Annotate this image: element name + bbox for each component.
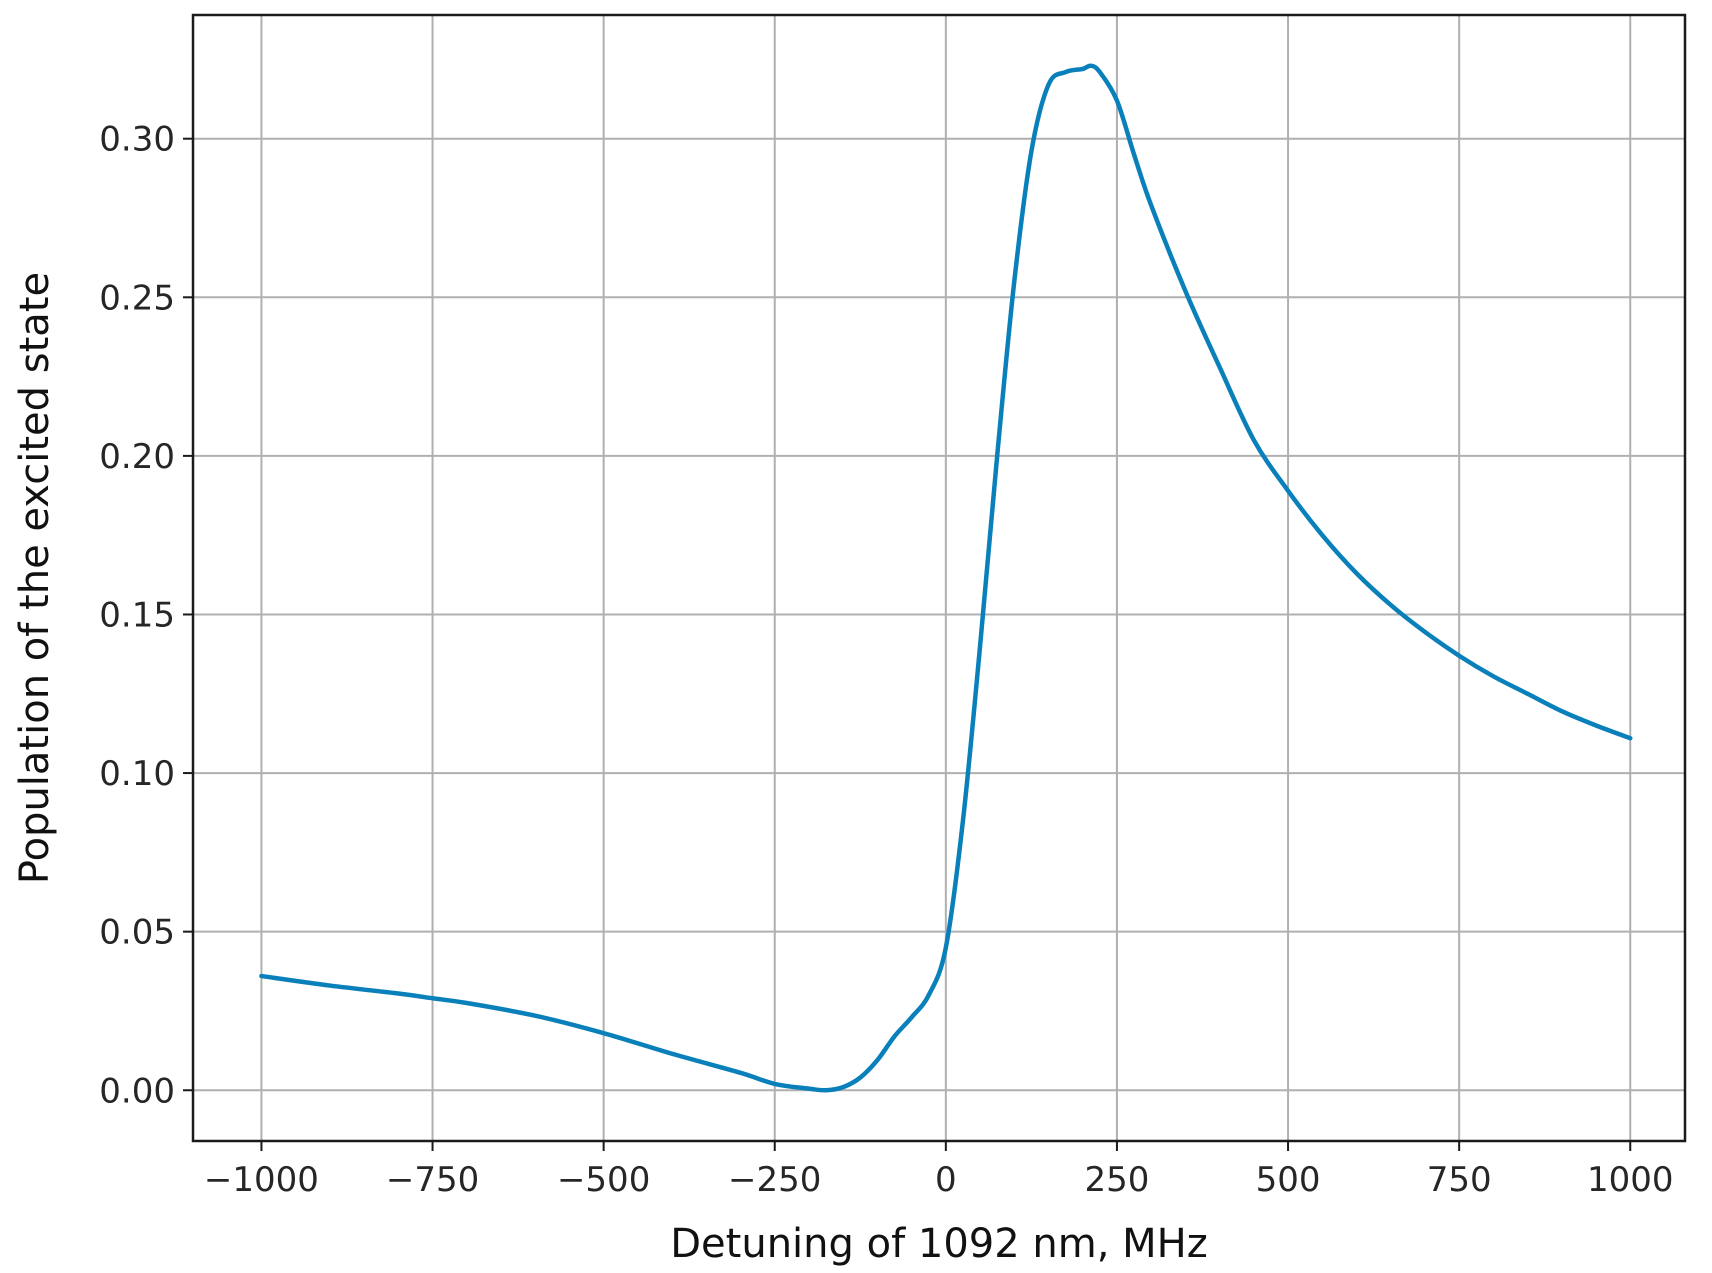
series-line: [259, 63, 1633, 1093]
y-ticks: 0.00 0.05 0.10 0.15 0.20 0.25 0.30: [99, 120, 193, 1111]
plot-frame: [191, 13, 1687, 1143]
series-group: [259, 63, 1633, 1093]
x-axis-label: Detuning of 1092 nm, MHz: [670, 1221, 1207, 1267]
x-tick-label: −750: [386, 1160, 479, 1200]
x-ticks: −1000 −750 −500 −250 0 250 500 750 1000: [204, 1141, 1674, 1200]
x-tick-label: −1000: [204, 1160, 319, 1200]
y-tick-label: 0.25: [99, 278, 175, 318]
y-tick-label: 0.00: [99, 1071, 175, 1111]
y-tick-label: 0.15: [99, 595, 175, 635]
y-tick-label: 0.10: [99, 754, 175, 794]
x-tick-label: 1000: [1587, 1160, 1674, 1200]
x-tick-label: 750: [1427, 1160, 1492, 1200]
y-tick-label: 0.20: [99, 437, 175, 477]
x-tick-label: 500: [1256, 1160, 1321, 1200]
x-tick-label: −500: [557, 1160, 650, 1200]
x-tick-label: 0: [935, 1160, 957, 1200]
y-tick-label: 0.05: [99, 913, 175, 953]
grid: [193, 15, 1685, 1141]
x-tick-label: −250: [728, 1160, 821, 1200]
x-tick-label: 250: [1084, 1160, 1149, 1200]
y-axis-label: Population of the excited state: [12, 272, 58, 884]
y-tick-label: 0.30: [99, 120, 175, 160]
